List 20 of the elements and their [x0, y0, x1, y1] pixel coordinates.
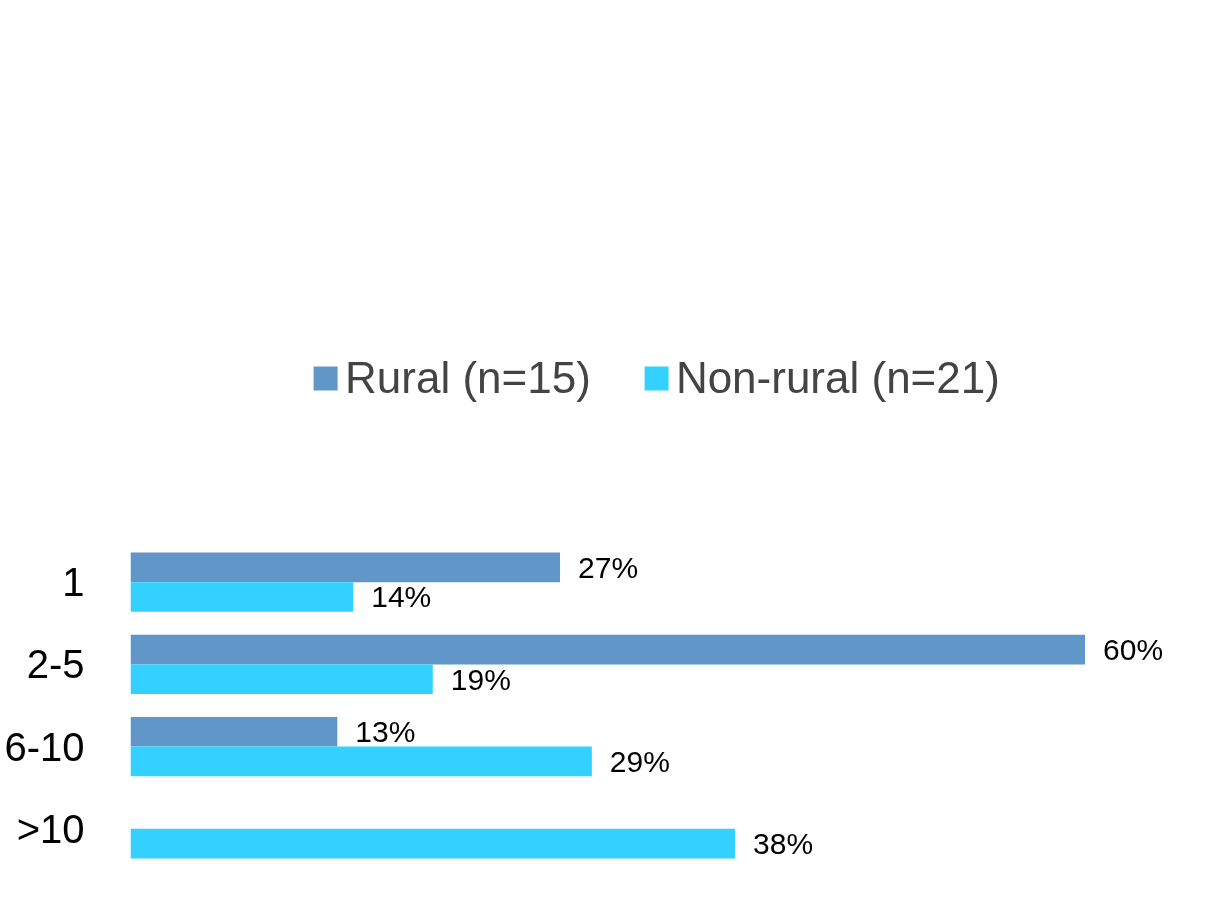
bar	[130, 717, 338, 747]
y-tick-label: 6-10	[4, 724, 85, 769]
y-tick-label: 2-5	[26, 642, 85, 687]
data-label: 38%	[753, 827, 814, 861]
bar	[130, 664, 433, 694]
data-label: 13%	[355, 715, 416, 749]
data-label: 29%	[609, 744, 670, 778]
y-tick-label: 1	[62, 560, 85, 605]
data-label: 27%	[578, 550, 639, 584]
bar	[130, 634, 1086, 665]
data-label: 14%	[371, 580, 432, 614]
bar	[130, 582, 354, 612]
bar	[130, 828, 736, 859]
y-tick-label: >10	[16, 806, 85, 851]
legend-label: Non-rural (n=21)	[675, 352, 1000, 403]
data-label: 19%	[450, 662, 511, 696]
data-label: 60%	[1103, 633, 1164, 667]
legend-label: Rural (n=15)	[345, 352, 591, 403]
bar	[130, 552, 561, 583]
bar	[130, 746, 592, 777]
